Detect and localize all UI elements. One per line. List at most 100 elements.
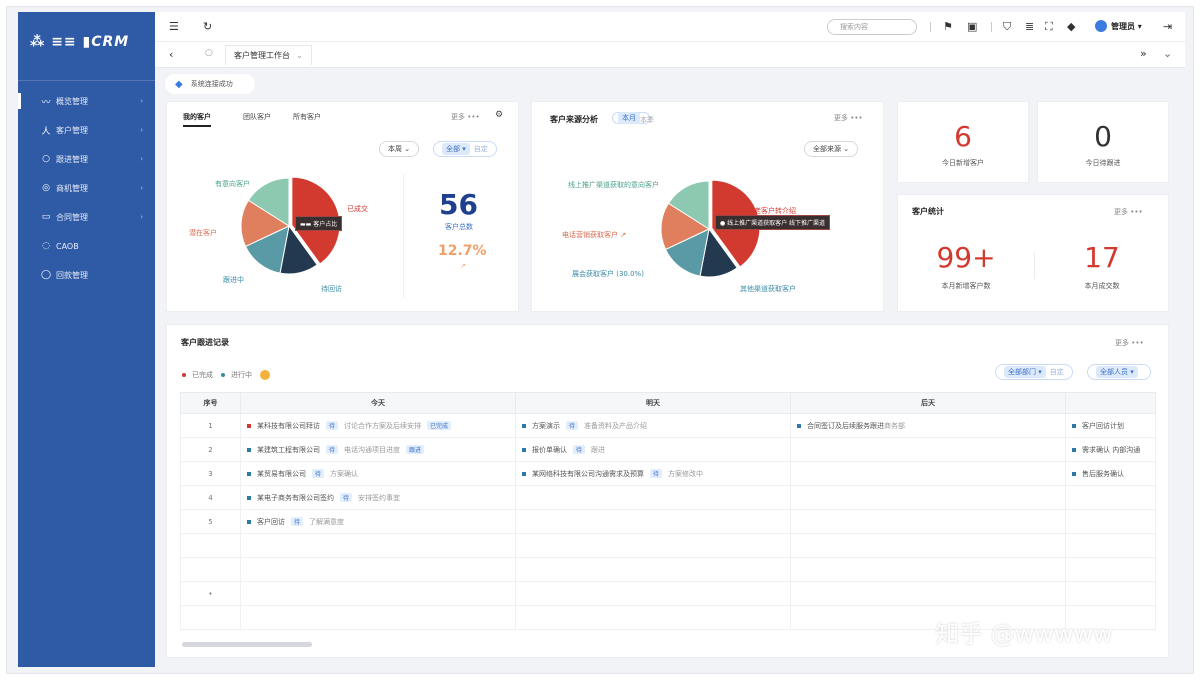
settings-icon[interactable]: ⚙ [495, 110, 504, 120]
table-cell: 合同签订及后续服务跟进商务部 [790, 413, 1066, 438]
pie-slice-orange[interactable] [660, 202, 711, 251]
row-index: • [180, 581, 241, 606]
status-tag: 待 [312, 468, 325, 478]
sidebar-item-0[interactable]: 〰概览管理 › [18, 90, 155, 112]
collapse-icon[interactable]: » [1140, 47, 1147, 60]
sidebar-item-4[interactable]: ▭ 合同管理 › [18, 206, 155, 228]
table-row[interactable]: 2 某建筑工程有限公司待电话沟通项目进度 跟进 报价单确认待跟进 需求确认 内部沟通 [180, 437, 1156, 462]
sidebar-item-label: 客户管理 [56, 125, 88, 135]
sidebar-item-5[interactable]: ◌ CAOB [18, 235, 155, 257]
period-select[interactable]: 本周 ⌄ [379, 141, 420, 157]
more-link[interactable]: 更多 ••• [451, 113, 480, 121]
table-cell: 方案演示待准备资料及产品介绍 [515, 413, 791, 438]
app-logo: ⁂ ≡≡ ▮CRM [30, 34, 130, 50]
sidebar-item-1[interactable]: 人客户管理 › [18, 119, 155, 141]
chevron-right-icon: › [140, 97, 143, 105]
table-cell [1065, 605, 1156, 630]
row-index: 4 [180, 485, 241, 510]
divider [403, 174, 404, 298]
customer-total-label: 客户总数 [445, 223, 473, 231]
sidebar-item-3[interactable]: ◎ 商机管理 › [18, 177, 155, 199]
table-row[interactable] [180, 557, 1156, 582]
department-filter[interactable]: 全部部门 ▾ 自定 [995, 364, 1073, 380]
table-cell [515, 533, 791, 558]
tab-this-month[interactable]: 本月 [612, 112, 650, 124]
table-row[interactable]: 1 某科技有限公司拜访待讨论合作方案及后续安排 已完成 方案演示待准备资料及产品介绍合… [180, 413, 1156, 438]
more-link[interactable]: 更多 ••• [1114, 208, 1143, 216]
table-row[interactable] [180, 533, 1156, 558]
pie-label-intent: 有意向客户 [215, 180, 250, 188]
row-index: 1 [180, 413, 241, 438]
shield-icon[interactable]: ⛉ [1003, 20, 1012, 33]
tab-my-customers[interactable]: 我的客户 [183, 112, 211, 127]
menu-toggle-icon[interactable]: ☰ [169, 20, 179, 33]
table-row[interactable]: 5 客户回访待了解满意度 [180, 509, 1156, 534]
status-tag: 待 [291, 516, 304, 526]
table-cell [790, 461, 1066, 486]
logout-icon[interactable]: ⇥ [1163, 20, 1173, 33]
nav-icon: 人 [41, 126, 51, 137]
user-menu[interactable]: 管理员 ▾ [1095, 20, 1142, 32]
fullscreen-icon[interactable]: ⛶ [1045, 20, 1053, 33]
sidebar-item-2[interactable]: ○ 跟进管理 › [18, 148, 155, 170]
row-index [180, 533, 241, 558]
table-row[interactable] [180, 605, 1156, 630]
screen-icon[interactable]: ▣ [967, 20, 978, 33]
table-cell [1065, 533, 1156, 558]
pie-slice-orange[interactable] [240, 199, 291, 248]
table-row[interactable]: 4 某电子商务有限公司签约待安排签约事宜 [180, 485, 1156, 510]
customer-pie-card: 我的客户 团队客户 所有客户 更多 ••• ⚙ 本周 ⌄ 全部 ▾ 自定 ▬▬ … [166, 101, 519, 312]
pie-label-deal: 已成交 [347, 205, 368, 213]
legend-done: 已完成 [182, 370, 213, 380]
staff-filter[interactable]: 全部人员 ▾ [1087, 364, 1151, 380]
status-dot-icon [247, 447, 251, 452]
row-index [180, 605, 241, 630]
tab-team-customers[interactable]: 团队客户 [243, 113, 271, 121]
legend-inprogress: 进行中 [221, 370, 252, 380]
row-index: 3 [180, 461, 241, 486]
tab-all-customers[interactable]: 所有客户 [293, 113, 321, 121]
table-row[interactable]: • [180, 581, 1156, 606]
table-cell [515, 485, 791, 510]
tab-this-quarter[interactable]: 本季 [640, 116, 654, 124]
table-row[interactable]: 3 某贸易有限公司待方案确认 某网络科技有限公司沟通需求及预算待方案修改中 售后服务确… [180, 461, 1156, 486]
pie-label-revisit: 待回访 [321, 285, 342, 293]
source-select[interactable]: 全部来源 ⌄ [804, 141, 859, 157]
pie-slice-mint[interactable] [667, 180, 710, 230]
sidebar-item-label: 合同管理 [56, 212, 88, 222]
tab-customer-workbench[interactable]: 客户管理工作台 ⌄ [225, 45, 312, 65]
table-cell: 某网络科技有限公司沟通需求及预算待方案修改中 [515, 461, 791, 486]
refresh-icon[interactable]: ↻ [203, 20, 213, 33]
warning-icon[interactable] [260, 370, 270, 380]
back-icon[interactable]: ‹ [169, 48, 174, 61]
expand-icon[interactable]: ⌄ [1163, 47, 1173, 60]
list-icon[interactable]: ≣ [1025, 20, 1035, 33]
row-index: 2 [180, 437, 241, 462]
row-index: 5 [180, 509, 241, 534]
card-title: 客户来源分析 [550, 115, 598, 124]
table-cell [515, 605, 791, 630]
horizontal-scrollbar[interactable] [182, 642, 312, 647]
more-link[interactable]: 更多 ••• [1115, 339, 1144, 347]
table-cell [790, 605, 1066, 630]
pie-tooltip: ▬▬ 客户占比 [295, 216, 343, 231]
status-dot-icon [522, 471, 526, 476]
sidebar-item-6[interactable]: ◯ 回款管理 [18, 264, 155, 286]
chevron-right-icon: › [140, 184, 143, 192]
pie-slice-mint[interactable] [247, 177, 290, 227]
status-chip[interactable]: ◆ 系统连接成功 [165, 74, 255, 94]
view-toggle[interactable]: 全部 ▾ 自定 [433, 141, 497, 157]
column-header: 明天 [515, 392, 791, 414]
more-link[interactable]: 更多 ••• [834, 114, 863, 122]
toolbar-divider [991, 22, 992, 32]
avatar [1095, 20, 1107, 32]
sidebar-item-label: 商机管理 [56, 183, 88, 193]
search-input[interactable]: 搜索内容 [827, 19, 917, 35]
table-cell: 售后服务确认 [1065, 461, 1156, 486]
nav-icon: ▭ [41, 212, 51, 222]
flag-icon[interactable]: ⚑ [943, 20, 953, 33]
home-icon[interactable]: ○ [205, 48, 213, 58]
card-title: 客户统计 [912, 207, 944, 216]
logo-divider [18, 80, 155, 81]
diamond-icon[interactable]: ◆ [1067, 20, 1076, 33]
